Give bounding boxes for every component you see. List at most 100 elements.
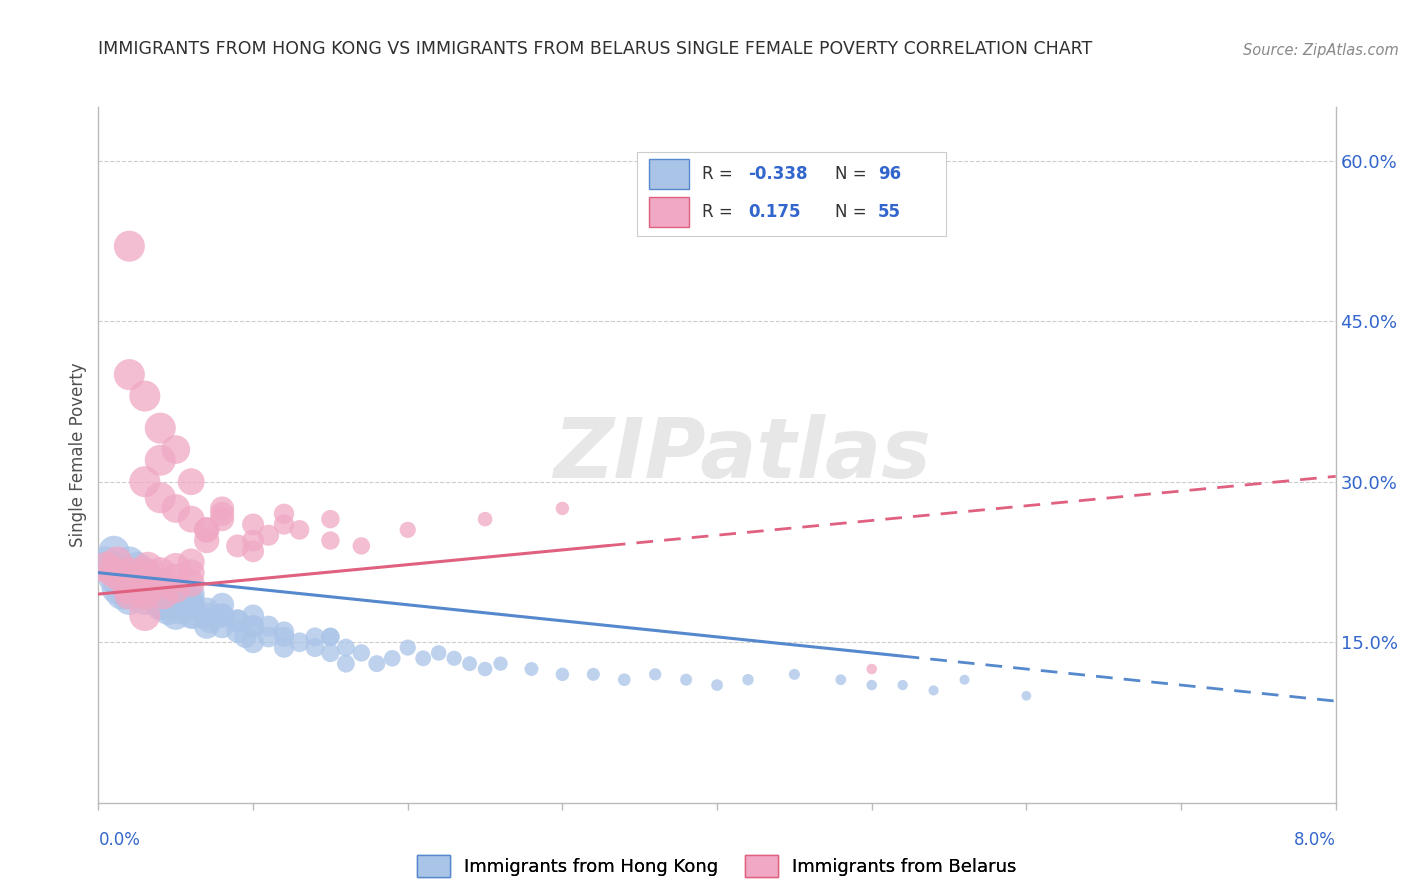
Point [242,608,264,623]
Point [304,630,326,644]
Point [180,475,202,489]
Point [103,571,125,585]
Point [180,598,202,612]
Point [195,608,218,623]
Point [319,630,342,644]
Point [136,576,159,591]
Point [180,566,202,580]
Point [115,576,138,591]
Point [443,651,465,665]
Point [118,368,141,382]
Point [134,587,156,601]
Point [613,673,636,687]
Text: Source: ZipAtlas.com: Source: ZipAtlas.com [1243,43,1399,58]
Point [141,587,165,601]
Point [165,592,187,607]
Point [458,657,481,671]
Point [127,576,149,591]
Point [783,667,806,681]
Point [226,539,249,553]
Point [149,587,172,601]
Point [157,603,180,617]
Point [149,576,172,591]
Text: 8.0%: 8.0% [1294,830,1336,848]
Point [165,442,187,457]
Point [134,582,156,596]
Point [273,630,295,644]
Point [211,501,233,516]
Point [180,555,202,569]
Point [149,582,172,596]
Point [165,501,187,516]
Point [242,544,264,558]
Point [273,640,295,655]
Point [489,657,512,671]
Point [111,571,132,585]
Point [118,555,141,569]
Point [860,678,883,692]
Point [366,657,388,671]
Point [891,678,914,692]
Point [304,640,326,655]
Point [922,683,945,698]
Point [551,667,574,681]
Point [165,598,187,612]
Point [226,614,249,628]
Point [551,501,574,516]
Point [180,598,202,612]
Point [706,678,728,692]
Point [675,673,697,687]
Point [242,635,264,649]
Point [167,603,190,617]
Point [149,592,172,607]
Text: IMMIGRANTS FROM HONG KONG VS IMMIGRANTS FROM BELARUS SINGLE FEMALE POVERTY CORRE: IMMIGRANTS FROM HONG KONG VS IMMIGRANTS … [98,40,1092,58]
Point [134,389,156,403]
Point [412,651,434,665]
Point [257,528,280,542]
Point [165,587,187,601]
Point [830,673,852,687]
Point [165,608,187,623]
Point [474,662,496,676]
Point [152,587,174,601]
Point [335,657,357,671]
Point [335,640,357,655]
Point [136,560,159,574]
Point [180,512,202,526]
Point [860,662,883,676]
Point [211,598,233,612]
Point [165,582,187,596]
Point [103,566,125,580]
Point [474,512,496,526]
Point [211,608,233,623]
Point [180,592,202,607]
Point [953,673,976,687]
Point [118,239,141,253]
Point [180,576,202,591]
Point [273,624,295,639]
Point [211,619,233,633]
Point [165,571,187,585]
Point [319,512,342,526]
Point [134,571,156,585]
Point [134,566,156,580]
Point [226,614,249,628]
Point [288,523,311,537]
Point [180,587,202,601]
Y-axis label: Single Female Poverty: Single Female Poverty [69,363,87,547]
Point [118,566,141,580]
Point [96,560,118,574]
Point [149,566,172,580]
Point [103,544,125,558]
Point [134,566,156,580]
Point [319,533,342,548]
Point [211,512,233,526]
Point [134,571,156,585]
Point [121,571,143,585]
Point [149,576,172,591]
Point [1015,689,1038,703]
Point [195,603,218,617]
Point [273,507,295,521]
Point [242,619,264,633]
Point [242,533,264,548]
